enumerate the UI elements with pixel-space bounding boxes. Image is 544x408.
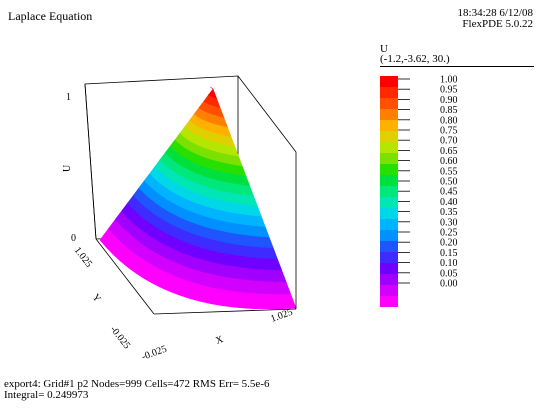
scale-label: 0.55 [440,166,458,177]
scale-label: 0.85 [440,105,458,116]
run-stats: export4: Grid#1 p2 Nodes=999 Cells=472 R… [4,378,270,390]
color-swatch [380,241,398,252]
legend-divider [380,66,534,67]
version-label: FlexPDE 5.0.22 [462,18,533,30]
scale-label: 0.10 [440,258,458,269]
legend-variable: U [380,43,388,55]
surface-bands [99,86,297,310]
scale-label: 0.90 [440,95,458,106]
z-tick-bottom: 0 [71,233,76,244]
scale-label: 0.35 [440,207,458,218]
color-swatch [380,274,398,285]
scale-label: 0.75 [440,126,458,137]
legend-viewpoint: (-1.2,-3.62, 30.) [380,53,450,65]
y-axis-line [95,238,155,315]
scale-label: 0.05 [440,268,458,279]
color-swatch [380,164,398,175]
color-swatch [380,186,398,197]
z-axis-label: U [62,164,73,172]
scale-label: 0.60 [440,156,458,167]
scale-label: 0.45 [440,187,458,198]
scale-label: 1.00 [440,75,458,86]
color-swatch [380,252,398,263]
z-tick-top: 1 [66,92,71,103]
scale-label: 0.50 [440,177,458,188]
surface-band [207,86,218,99]
scale-label: 0.80 [440,115,458,126]
color-swatch [380,175,398,186]
color-swatch [380,263,398,274]
box-top-right-edge [237,75,297,153]
y-tick-end: 1.025 [72,245,95,270]
color-swatch [380,153,398,164]
box-left-edge [84,83,97,240]
color-swatch [380,285,398,296]
scale-label: 0.20 [440,238,458,249]
scale-label: 0.00 [440,279,458,290]
color-swatch [380,197,398,208]
plot-title: Laplace Equation [8,9,93,23]
color-swatch [380,109,398,120]
y-axis-label: Y [90,292,103,304]
color-swatch [380,230,398,241]
x-axis-line [153,308,297,315]
y-tick-start: -0.025 [108,324,133,351]
color-swatch [380,142,398,153]
timestamp-block: 18:34:28 6/12/08 FlexPDE 5.0.22 [458,8,533,30]
scale-label: 0.25 [440,228,458,239]
scale-label: 0.70 [440,136,458,147]
color-swatch [380,296,398,307]
color-scale-labels: 1.000.950.900.850.800.750.700.650.600.55… [440,75,458,290]
scale-label: 0.95 [440,85,458,96]
color-swatch [380,131,398,142]
color-scale [380,76,410,307]
x-axis-label: X [214,334,225,347]
scale-label: 0.30 [440,217,458,228]
color-swatch [380,120,398,131]
bounding-box-front [84,75,297,315]
color-swatch [380,98,398,109]
color-swatch [380,219,398,230]
color-swatch [380,76,398,87]
scale-label: 0.15 [440,248,458,259]
color-swatch [380,87,398,98]
timestamp: 18:34:28 6/12/08 [457,7,533,19]
scale-label: 0.40 [440,197,458,208]
integral-value: Integral= 0.249973 [4,389,89,401]
x-tick-start: -0.025 [140,344,168,363]
scale-label: 0.65 [440,146,458,157]
color-swatch [380,208,398,219]
